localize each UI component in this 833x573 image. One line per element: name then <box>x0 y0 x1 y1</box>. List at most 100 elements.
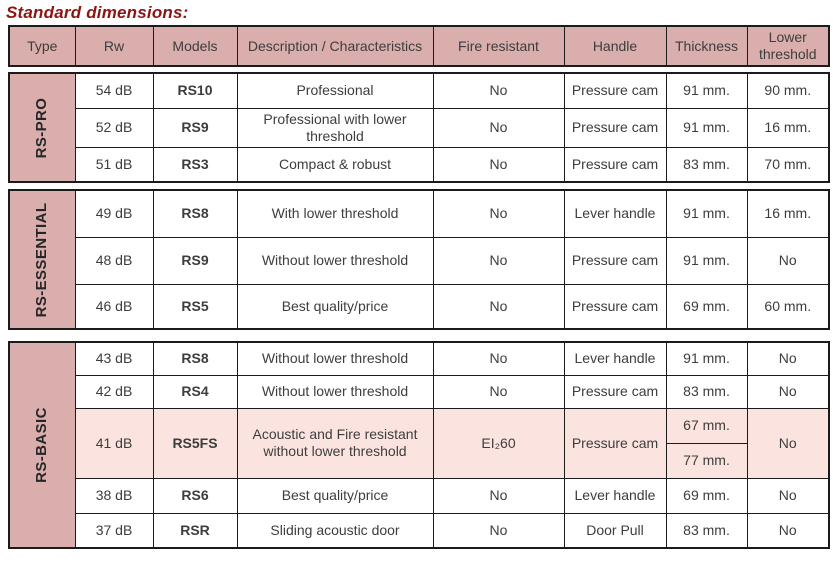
table-row: 51 dB RS3 Compact & robust No Pressure c… <box>9 146 830 183</box>
cell-rw: 54 dB <box>74 72 154 109</box>
group-cell-rs-essential: RS-ESSENTIAL <box>8 189 76 330</box>
table-rs-essential: RS-ESSENTIAL 49 dB RS8 With lower thresh… <box>8 189 830 330</box>
table-row: RS-ESSENTIAL 49 dB RS8 With lower thresh… <box>8 189 830 330</box>
header-handle: Handle <box>563 25 667 67</box>
group-label-rs-essential: RS-ESSENTIAL <box>33 202 51 317</box>
cell-model: RS6 <box>152 477 238 514</box>
cell-lower-threshold: No <box>746 341 830 376</box>
cell-fire-resistant: No <box>432 107 565 148</box>
cell-rw: 52 dB <box>74 107 154 148</box>
cell-thickness: 83 mm. <box>665 374 748 409</box>
cell-thickness: 91 mm. <box>665 72 748 109</box>
cell-thickness: 83 mm. <box>665 512 748 549</box>
cell-fire-resistant: No <box>432 146 565 183</box>
cell-thickness-top: 67 mm. <box>665 407 748 444</box>
cell-model: RS9 <box>152 236 238 285</box>
table-row: 42 dB RS4 Without lower threshold No Pre… <box>9 374 830 409</box>
cell-description: Without lower threshold <box>236 236 434 285</box>
cell-thickness: 91 mm. <box>665 341 748 376</box>
cell-description: Best quality/price <box>236 477 434 514</box>
cell-thickness: 69 mm. <box>665 283 748 330</box>
cell-rw: 38 dB <box>74 477 154 514</box>
cell-fire-resistant: No <box>432 283 565 330</box>
cell-handle: Pressure cam <box>563 374 667 409</box>
cell-rw: 43 dB <box>74 341 154 376</box>
table-row: 48 dB RS9 Without lower threshold No Pre… <box>9 236 830 285</box>
cell-model: RS8 <box>152 189 238 238</box>
cell-model: RS9 <box>152 107 238 148</box>
cell-handle: Lever handle <box>563 341 667 376</box>
group-cell-rs-pro: RS-PRO <box>8 72 76 183</box>
cell-lower-threshold: 90 mm. <box>746 72 830 109</box>
cell-rw: 41 dB <box>74 407 154 479</box>
group-label-rs-basic: RS-BASIC <box>33 407 51 483</box>
cell-model: RS4 <box>152 374 238 409</box>
table-row: 46 dB RS5 Best quality/price No Pressure… <box>9 283 830 330</box>
cell-fire-resistant: No <box>432 374 565 409</box>
table-row: RS-BASIC 43 dB RS8 Without lower thresho… <box>8 341 830 549</box>
cell-lower-threshold: No <box>746 477 830 514</box>
cell-description: Professional <box>236 72 434 109</box>
cell-thickness: 83 mm. <box>665 146 748 183</box>
group-cell-rs-basic: RS-BASIC <box>8 341 76 549</box>
cell-handle: Pressure cam <box>563 72 667 109</box>
cell-rw: 51 dB <box>74 146 154 183</box>
cell-description: Compact & robust <box>236 146 434 183</box>
cell-fire-resistant: EI₂60 <box>432 407 565 479</box>
cell-description: Without lower threshold <box>236 374 434 409</box>
cell-handle: Lever handle <box>563 189 667 238</box>
cell-handle: Pressure cam <box>563 146 667 183</box>
group-label-rs-pro: RS-PRO <box>33 97 51 158</box>
cell-description: Best quality/price <box>236 283 434 330</box>
cell-rw: 46 dB <box>74 283 154 330</box>
header-thickness: Thickness <box>665 25 748 67</box>
cell-lower-threshold: No <box>746 407 830 479</box>
table-row: RS-PRO 54 dB RS10 Professional No Pressu… <box>8 72 830 183</box>
cell-model: RS3 <box>152 146 238 183</box>
cell-description: Sliding acoustic door <box>236 512 434 549</box>
cell-model: RSR <box>152 512 238 549</box>
cell-model: RS10 <box>152 72 238 109</box>
table-row-highlighted: 41 dB RS5FS Acoustic and Fire resistant … <box>9 407 830 479</box>
cell-handle: Pressure cam <box>563 407 667 479</box>
cell-handle: Pressure cam <box>563 236 667 285</box>
table-rs-pro: RS-PRO 54 dB RS10 Professional No Pressu… <box>8 72 830 183</box>
cell-thickness-bottom: 77 mm. <box>665 442 748 479</box>
cell-model: RS5 <box>152 283 238 330</box>
cell-lower-threshold: 16 mm. <box>746 107 830 148</box>
header-type: Type <box>8 25 76 67</box>
cell-description: Professional with lower threshold <box>236 107 434 148</box>
cell-fire-resistant: No <box>432 477 565 514</box>
cell-thickness: 91 mm. <box>665 189 748 238</box>
cell-lower-threshold: 60 mm. <box>746 283 830 330</box>
cell-rw: 49 dB <box>74 189 154 238</box>
cell-model: RS5FS <box>152 407 238 479</box>
table-row-highlighted: 77 mm. <box>9 442 829 479</box>
table-row: 37 dB RSR Sliding acoustic door No Door … <box>9 512 830 549</box>
table-rs-basic: RS-BASIC 43 dB RS8 Without lower thresho… <box>8 341 830 549</box>
cell-rw: 48 dB <box>74 236 154 285</box>
cell-fire-resistant: No <box>432 236 565 285</box>
cell-handle: Lever handle <box>563 477 667 514</box>
cell-description: Without lower threshold <box>236 341 434 376</box>
cell-lower-threshold: 70 mm. <box>746 146 830 183</box>
cell-model: RS8 <box>152 341 238 376</box>
table-row: 52 dB RS9 Professional with lower thresh… <box>9 107 830 148</box>
cell-handle: Door Pull <box>563 512 667 549</box>
cell-fire-resistant: No <box>432 189 565 238</box>
cell-lower-threshold: No <box>746 512 830 549</box>
cell-lower-threshold: 16 mm. <box>746 189 830 238</box>
cell-description: With lower threshold <box>236 189 434 238</box>
header-lower-threshold: Lower threshold <box>746 25 830 67</box>
cell-fire-resistant: No <box>432 72 565 109</box>
cell-lower-threshold: No <box>746 236 830 285</box>
header-description: Description / Characteristics <box>236 25 434 67</box>
header-rw: Rw <box>74 25 154 67</box>
header-fire-resistant: Fire resistant <box>432 25 565 67</box>
page-title: Standard dimensions: <box>6 3 189 22</box>
cell-handle: Pressure cam <box>563 283 667 330</box>
cell-description: Acoustic and Fire resistant without lowe… <box>236 407 434 479</box>
cell-handle: Pressure cam <box>563 107 667 148</box>
cell-fire-resistant: No <box>432 341 565 376</box>
